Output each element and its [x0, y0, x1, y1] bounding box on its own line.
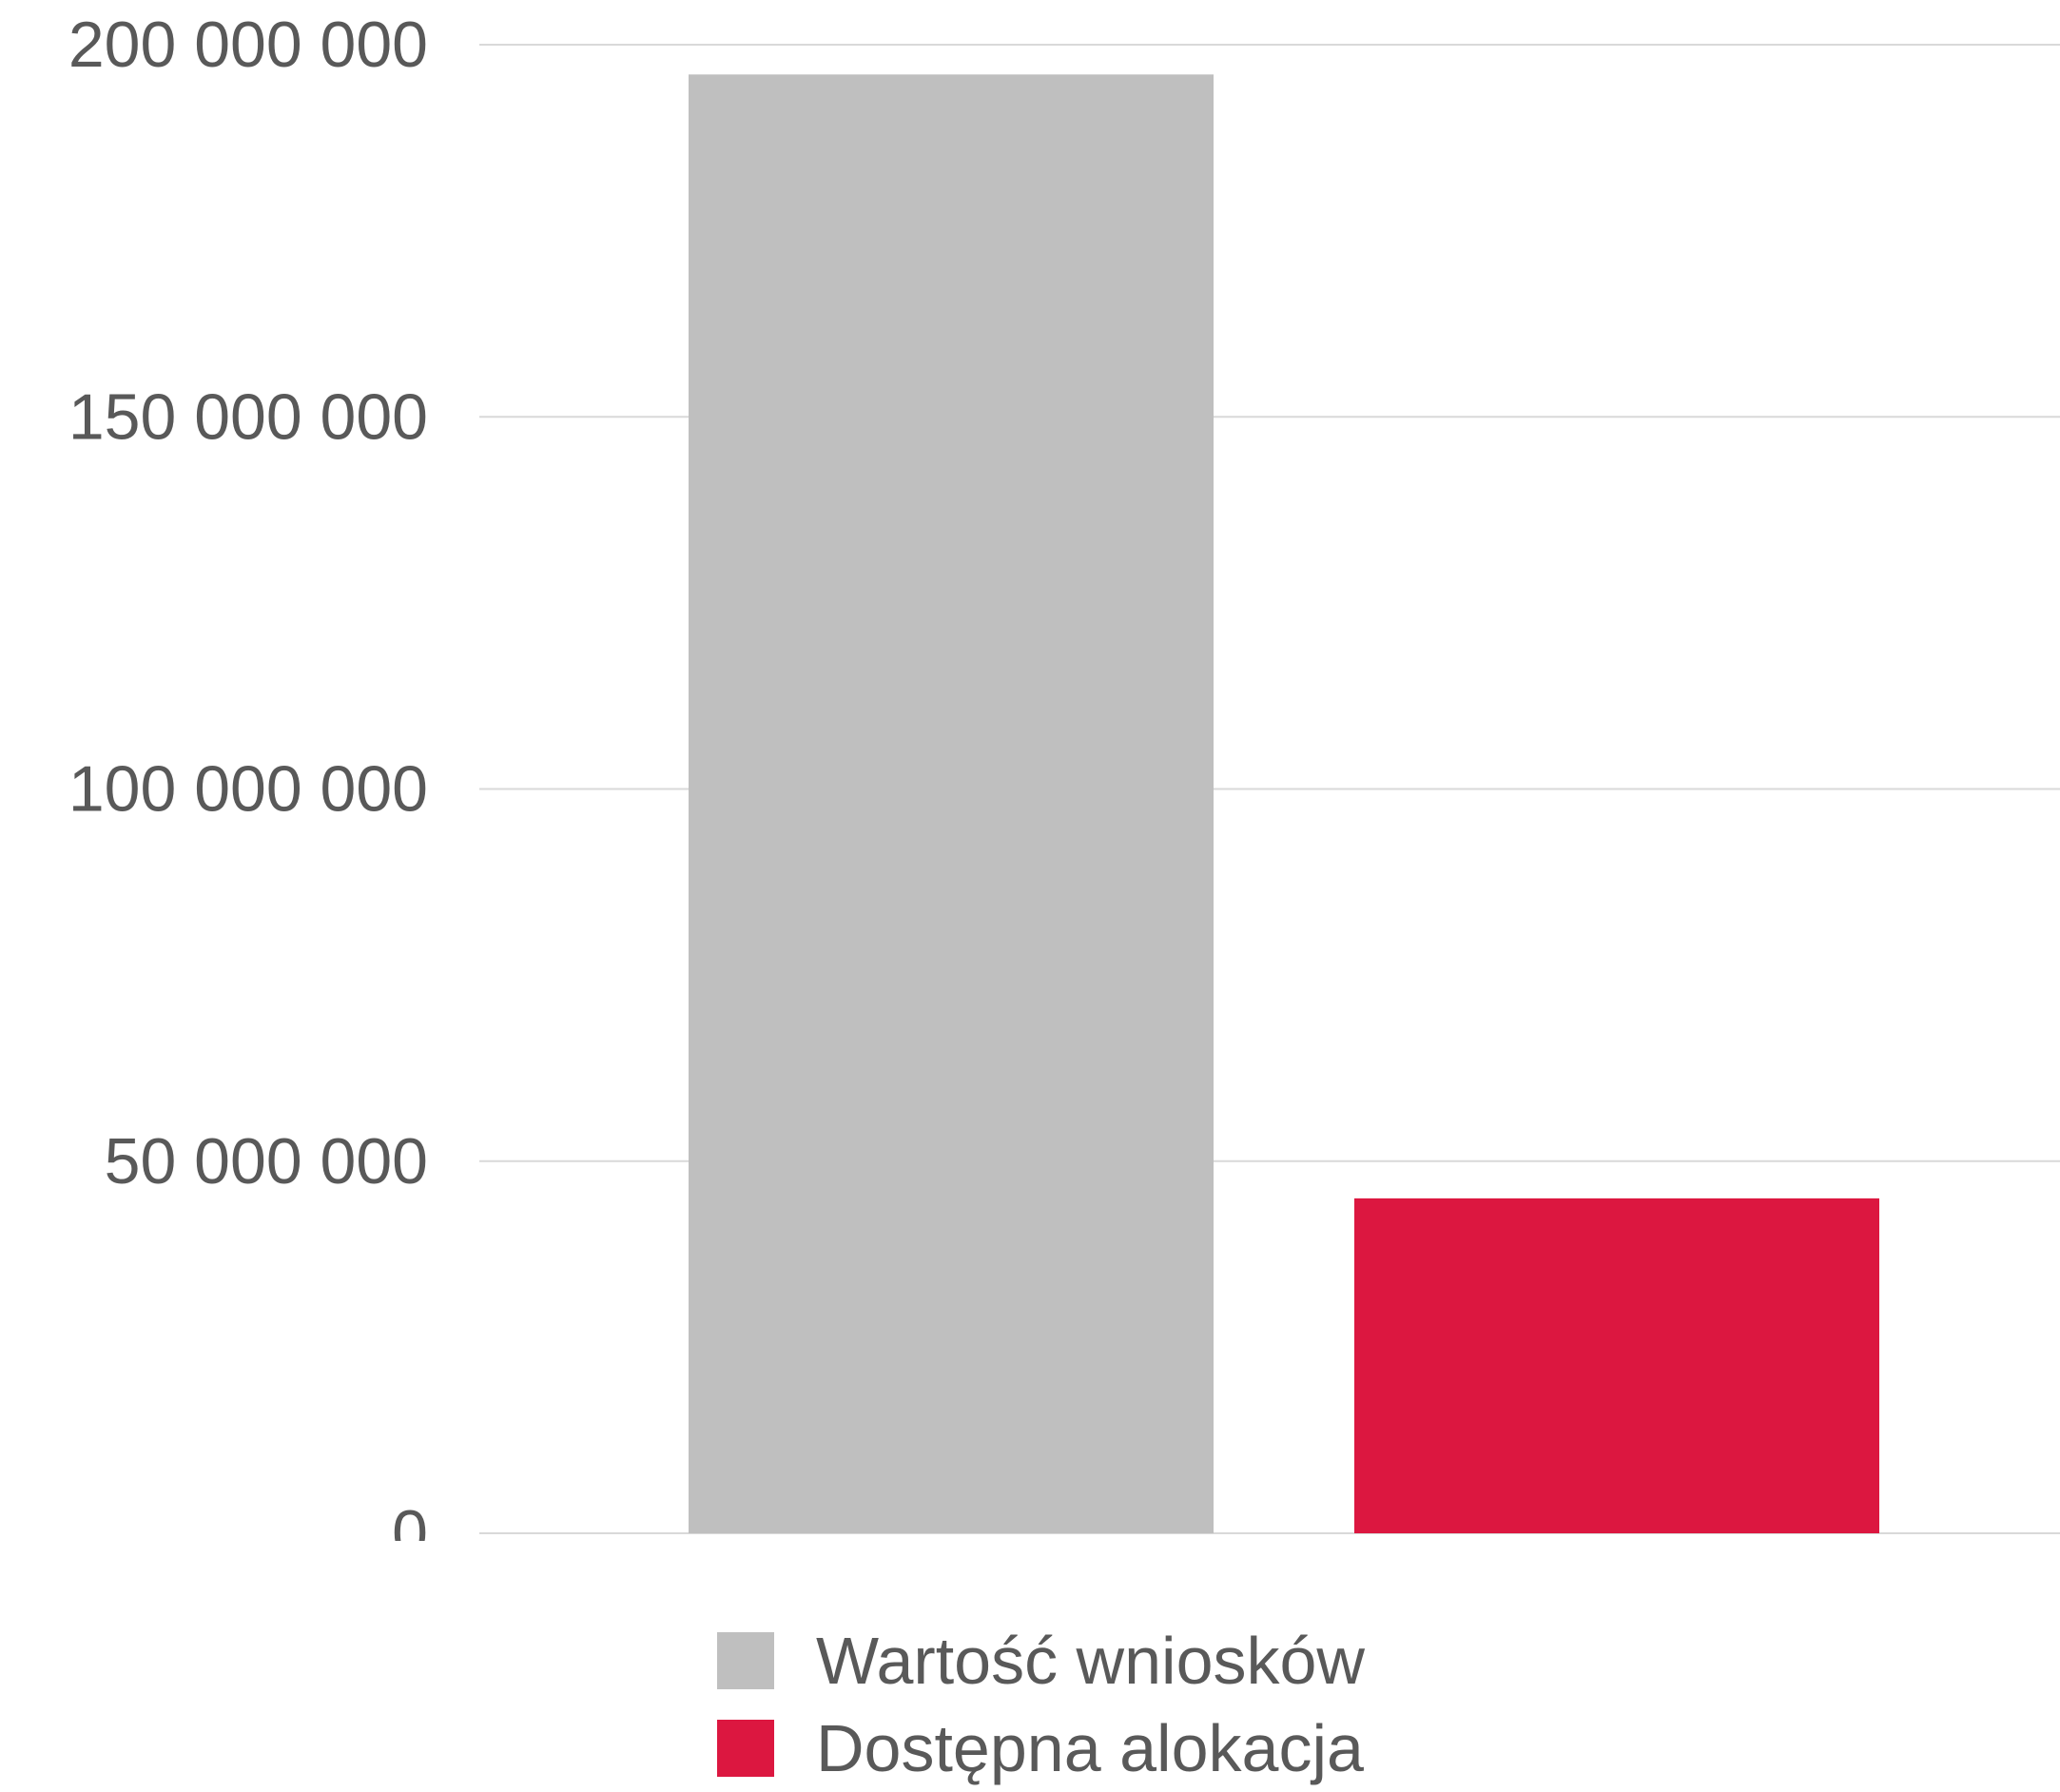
legend-swatch-wartosc-wnioskow [717, 1632, 774, 1689]
chart-legend: Wartość wniosków Dostępna alokacja [717, 1617, 1365, 1792]
legend-item-wartosc-wnioskow: Wartość wniosków [717, 1617, 1365, 1704]
y-tick-label-0: 0 [392, 1497, 428, 1541]
bar-wartosc-wnioskow [689, 74, 1214, 1533]
legend-item-dostepna-alokacja: Dostępna alokacja [717, 1704, 1365, 1792]
bars [689, 74, 1879, 1533]
y-tick-label-2: 100 000 000 [68, 753, 428, 826]
legend-swatch-dostepna-alokacja [717, 1720, 774, 1777]
bar-chart: 0 50 000 000 100 000 000 150 000 000 200 000… [68, 9, 2060, 1541]
y-tick-label-3: 150 000 000 [68, 380, 428, 453]
y-tick-label-1: 50 000 000 [105, 1125, 428, 1198]
y-tick-label-4: 200 000 000 [68, 9, 428, 81]
legend-label-wartosc-wnioskow: Wartość wniosków [816, 1624, 1365, 1698]
legend-label-dostepna-alokacja: Dostępna alokacja [816, 1711, 1364, 1785]
y-axis-tick-labels: 0 50 000 000 100 000 000 150 000 000 200 000… [68, 9, 428, 1541]
bar-dostepna-alokacja [1354, 1198, 1879, 1533]
